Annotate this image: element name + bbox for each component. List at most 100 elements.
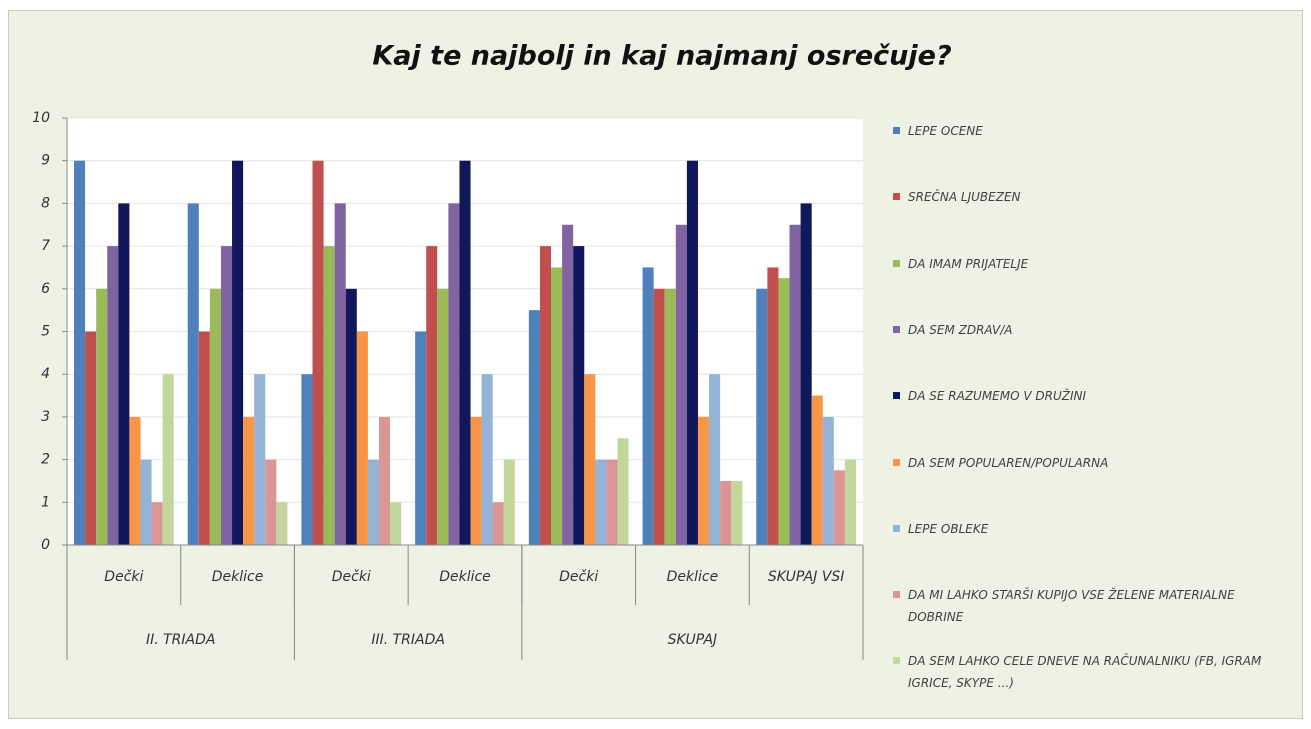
bar (323, 246, 335, 545)
legend-item: DA SEM POPULAREN/POPULARNA (893, 452, 1283, 474)
bar (653, 288, 665, 545)
y-tick-label: 8 (41, 195, 50, 211)
bar (265, 459, 277, 545)
bar (642, 267, 654, 545)
bar (503, 459, 515, 545)
legend-item: LEPE OBLEKE (893, 518, 1283, 540)
bar (187, 203, 199, 545)
bar (334, 203, 346, 545)
bar (686, 160, 698, 545)
legend-item: DA SE RAZUMEMO V DRUŽINI (893, 385, 1283, 407)
bar (367, 459, 379, 545)
x-tick-label: Deklice (667, 569, 719, 585)
bar (562, 224, 574, 545)
legend-label: DA SE RAZUMEMO V DRUŽINI (908, 389, 1087, 404)
x-tick-label: Dečki (104, 569, 143, 585)
legend-swatch (893, 193, 900, 201)
legend-label: DA IMAM PRIJATELJE (908, 256, 1029, 271)
bar (822, 416, 834, 545)
legend-item: DA IMAM PRIJATELJE (893, 253, 1283, 275)
bar (551, 267, 563, 545)
legend-label: SREČNA LJUBEZEN (908, 190, 1021, 205)
bar (85, 331, 97, 545)
bar (481, 374, 493, 545)
y-tick-label: 1 (41, 494, 50, 510)
bar (731, 480, 743, 545)
y-tick-label: 2 (41, 452, 50, 468)
x-tick-label: Dečki (559, 569, 598, 585)
y-tick-label: 3 (41, 409, 50, 425)
bar (140, 459, 152, 545)
bar (492, 502, 504, 545)
bar (470, 416, 482, 545)
group-label: SKUPAJ (668, 632, 718, 648)
bar (595, 459, 607, 545)
bar (151, 502, 163, 545)
bar (301, 374, 313, 545)
bar (800, 203, 812, 545)
legend-swatch (893, 458, 900, 466)
bar (345, 288, 357, 545)
bar (664, 288, 676, 545)
bar (789, 224, 801, 545)
bar (617, 438, 629, 545)
y-tick-label: 7 (41, 238, 50, 254)
bar (356, 331, 368, 545)
bar (74, 160, 86, 545)
legend-swatch (893, 392, 900, 400)
bar (778, 278, 790, 545)
legend-swatch (893, 259, 900, 267)
bar (162, 374, 174, 545)
bar (276, 502, 288, 545)
legend-label: DA SEM POPULAREN/POPULARNA (908, 455, 1109, 470)
bar (833, 470, 845, 545)
legend-swatch (893, 127, 900, 134)
legend-label: DA SEM LAHKO CELE DNEVE NA RAČUNALNIKU (… (908, 654, 1262, 691)
legend-swatch (893, 325, 900, 333)
y-tick-label: 4 (41, 366, 50, 382)
bar (709, 374, 721, 545)
bar (96, 288, 108, 545)
legend-label: LEPE OBLEKE (908, 521, 989, 536)
bar (675, 224, 687, 545)
y-tick-label: 5 (41, 324, 50, 340)
bar (811, 395, 823, 545)
bar (767, 267, 779, 545)
bar (697, 416, 710, 545)
bar (539, 246, 552, 545)
x-tick-label: Dečki (332, 569, 371, 585)
group-label: III. TRIADA (371, 632, 445, 648)
group-label: II. TRIADA (146, 632, 216, 648)
bar (107, 246, 119, 545)
bar (129, 416, 141, 545)
chart-title: Kaj te najbolj in kaj najmanj osrečuje? (372, 41, 951, 72)
bar (448, 203, 460, 545)
x-tick-label: Deklice (212, 569, 264, 585)
legend-swatch (893, 591, 900, 599)
bar (232, 160, 244, 545)
legend-item: SREČNA LJUBEZEN (893, 186, 1283, 208)
bar (209, 288, 221, 545)
bar (584, 374, 596, 545)
bar (118, 203, 130, 545)
bar (720, 480, 732, 545)
bar (243, 416, 255, 545)
y-tick-label: 6 (41, 281, 50, 297)
legend-item: DA MI LAHKO STARŠI KUPIJO VSE ŽELENE MAT… (893, 584, 1283, 628)
bar (528, 310, 540, 545)
legend-item: DA SEM LAHKO CELE DNEVE NA RAČUNALNIKU (… (893, 650, 1283, 694)
bar (459, 160, 471, 545)
bar (254, 374, 266, 545)
legend-label: DA SEM ZDRAV/A (908, 322, 1013, 337)
bar (606, 459, 618, 545)
bar (378, 416, 391, 545)
bar (198, 331, 210, 545)
y-tick-label: 9 (41, 153, 50, 169)
bar (844, 459, 856, 545)
legend-item: LEPE OCENE (893, 120, 1283, 142)
legend-swatch (893, 657, 900, 665)
y-tick-label: 10 (32, 110, 50, 126)
y-tick-label: 0 (41, 537, 50, 553)
